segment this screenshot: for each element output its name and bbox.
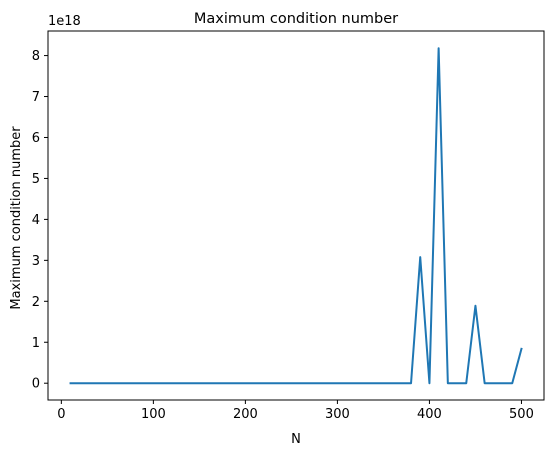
x-tick-label: 400 — [417, 407, 442, 422]
y-tick-label: 2 — [32, 295, 40, 310]
y-tick-label: 6 — [32, 131, 40, 146]
axes-frame — [47, 30, 545, 401]
y-tick-label: 5 — [32, 172, 40, 187]
chart-title: Maximum condition number — [194, 11, 398, 27]
x-tick-label: 500 — [509, 407, 534, 422]
y-tick-label: 3 — [32, 254, 40, 269]
y-tick-label: 0 — [32, 377, 40, 392]
y-offset-text: 1e18 — [48, 14, 81, 29]
x-tick-label: 300 — [325, 407, 350, 422]
x-axis-label: N — [291, 432, 301, 447]
series-line-0 — [69, 47, 523, 385]
x-tick-label: 200 — [233, 407, 258, 422]
plot-area: 0 100 200 300 400 500 0 1 2 3 4 5 6 7 8 — [32, 30, 545, 422]
y-tick-label: 7 — [32, 90, 40, 105]
x-tick-label: 0 — [57, 407, 65, 422]
y-tick-label: 8 — [32, 49, 40, 64]
y-tick-label: 4 — [32, 213, 40, 228]
x-tick-label: 100 — [141, 407, 166, 422]
y-axis-label: Maximum condition number — [9, 126, 24, 310]
y-tick-label: 1 — [32, 336, 40, 351]
